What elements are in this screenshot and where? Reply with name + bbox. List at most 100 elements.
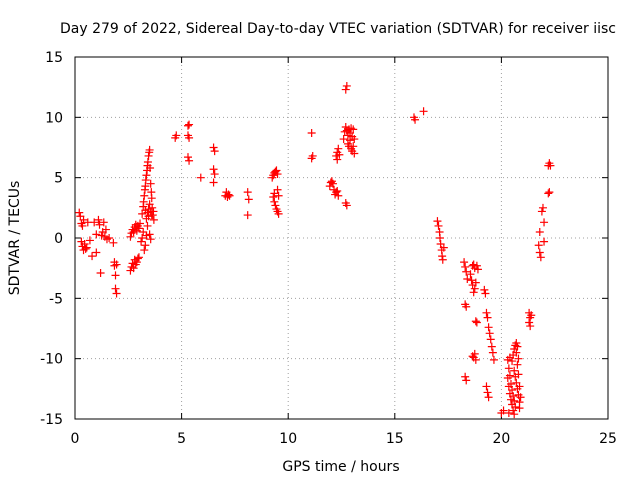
data-point (535, 227, 544, 236)
data-point (483, 388, 492, 397)
x-tick-label: 10 (279, 431, 297, 447)
data-point (95, 220, 104, 229)
data-point (349, 125, 358, 134)
data-point (141, 176, 150, 185)
y-tick-label: -5 (49, 291, 63, 307)
data-point (349, 142, 358, 151)
data-point (243, 211, 252, 220)
data-point (471, 317, 480, 326)
data-point (210, 170, 219, 179)
data-point (147, 211, 156, 220)
plot-frame (74, 56, 609, 420)
data-point (307, 129, 316, 138)
data-point (111, 284, 120, 293)
x-tick-labels: 0 5 10 15 20 25 (71, 431, 617, 447)
data-point (142, 214, 151, 223)
data-point (146, 164, 155, 173)
data-point (94, 215, 103, 224)
data-point (466, 270, 475, 279)
data-point (536, 253, 545, 262)
data-point (462, 376, 471, 385)
data-point (225, 191, 234, 200)
chart-title: Day 279 of 2022, Sidereal Day-to-day VTE… (60, 21, 616, 37)
data-point (468, 352, 477, 361)
data-point (469, 288, 478, 297)
data-point (513, 360, 522, 369)
data-point (273, 170, 282, 179)
data-point (462, 302, 471, 311)
data-point (149, 215, 158, 224)
data-point (134, 253, 143, 262)
data-point (482, 308, 491, 317)
data-point (273, 185, 282, 194)
data-point (515, 382, 524, 391)
data-point (78, 221, 87, 230)
y-tick-labels: -15 -10 -5 0 5 10 15 (40, 50, 63, 428)
data-point (482, 382, 491, 391)
data-point (101, 225, 110, 234)
data-point (472, 261, 481, 270)
data-point (460, 258, 469, 267)
data-point (504, 382, 513, 391)
data-point (146, 207, 155, 216)
data-point (209, 165, 218, 174)
data-point (92, 230, 101, 239)
data-point (525, 318, 534, 327)
data-point (350, 149, 359, 158)
data-point (82, 243, 91, 252)
data-point (485, 329, 494, 338)
data-point (138, 234, 147, 242)
tick-marks (74, 56, 609, 420)
data-point (505, 389, 514, 398)
data-point (538, 203, 547, 212)
data-point (433, 217, 442, 226)
data-point (480, 285, 489, 294)
data-point (274, 209, 283, 218)
data-point (105, 234, 114, 242)
data-point (461, 372, 470, 381)
data-point (109, 238, 118, 247)
data-point (335, 150, 344, 159)
data-point (272, 166, 281, 175)
data-point (139, 197, 148, 206)
data-point (515, 404, 524, 413)
data-point (462, 267, 471, 276)
data-point (473, 265, 482, 274)
data-point (526, 322, 535, 331)
data-point (544, 189, 553, 198)
data-point (145, 200, 154, 209)
x-tick-label: 20 (492, 431, 510, 447)
data-point (540, 237, 549, 246)
data-point (326, 178, 335, 187)
data-point (411, 115, 420, 124)
data-point (470, 284, 479, 293)
data-point (328, 179, 337, 188)
x-tick-label: 5 (177, 431, 186, 447)
data-point (535, 248, 544, 257)
data-point (270, 197, 279, 206)
data-point (137, 237, 146, 246)
data-point (471, 278, 480, 287)
data-point (196, 173, 205, 182)
data-point (145, 145, 154, 154)
y-tick-label: 15 (45, 50, 63, 66)
y-tick-label: -10 (40, 352, 63, 368)
data-point (132, 258, 141, 267)
data-point (509, 406, 518, 415)
data-points (75, 81, 555, 419)
grid-lines (75, 57, 608, 419)
data-point (439, 243, 448, 252)
data-point (489, 355, 498, 364)
data-point (483, 313, 492, 322)
data-point (463, 275, 472, 284)
data-point (209, 178, 218, 187)
data-point (269, 192, 278, 201)
data-point (510, 410, 519, 419)
data-point (140, 246, 149, 255)
data-point (274, 191, 283, 200)
data-point (81, 244, 90, 253)
data-point (341, 85, 350, 94)
data-point (537, 207, 546, 216)
data-point (99, 218, 108, 227)
data-point (514, 354, 523, 363)
